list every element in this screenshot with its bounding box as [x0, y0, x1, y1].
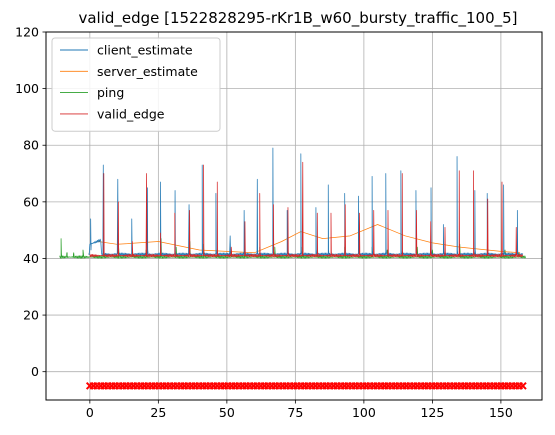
legend-label: ping: [97, 85, 124, 100]
chart-title: valid_edge [1522828295-rKr1B_w60_bursty_…: [78, 9, 517, 28]
y-tick-label: 120: [15, 25, 39, 40]
x-tick-label: 75: [287, 405, 303, 420]
y-tick-label: 0: [31, 364, 39, 379]
x-marker: [518, 381, 527, 390]
y-tick-label: 20: [23, 308, 39, 323]
legend-label: client_estimate: [97, 43, 193, 58]
x-tick-label: 50: [219, 405, 235, 420]
y-tick-label: 60: [23, 194, 39, 209]
series-layer: [59, 147, 527, 390]
plot-frame: [45, 31, 543, 401]
y-tick-label: 40: [23, 251, 39, 266]
series-valid-edge: [89, 161, 524, 258]
x-tick-label: 125: [420, 405, 444, 420]
x-tick-label: 100: [352, 405, 376, 420]
y-tick-label: 80: [23, 138, 39, 153]
x-tick-label: 0: [86, 405, 94, 420]
series-ping: [59, 238, 526, 259]
marker-series: [85, 381, 527, 390]
legend-label: valid_edge: [97, 106, 165, 121]
tick-labels: 0 25 50 75 100 125 150 0 20 40 60 80 100 120: [15, 25, 513, 421]
legend-label: server_estimate: [97, 64, 198, 79]
x-tick-label: 25: [150, 405, 166, 420]
series-server-estimate: [98, 224, 521, 254]
y-tick-label: 100: [15, 81, 39, 96]
x-tick-label: 150: [489, 405, 513, 420]
legend-box: [51, 37, 221, 132]
